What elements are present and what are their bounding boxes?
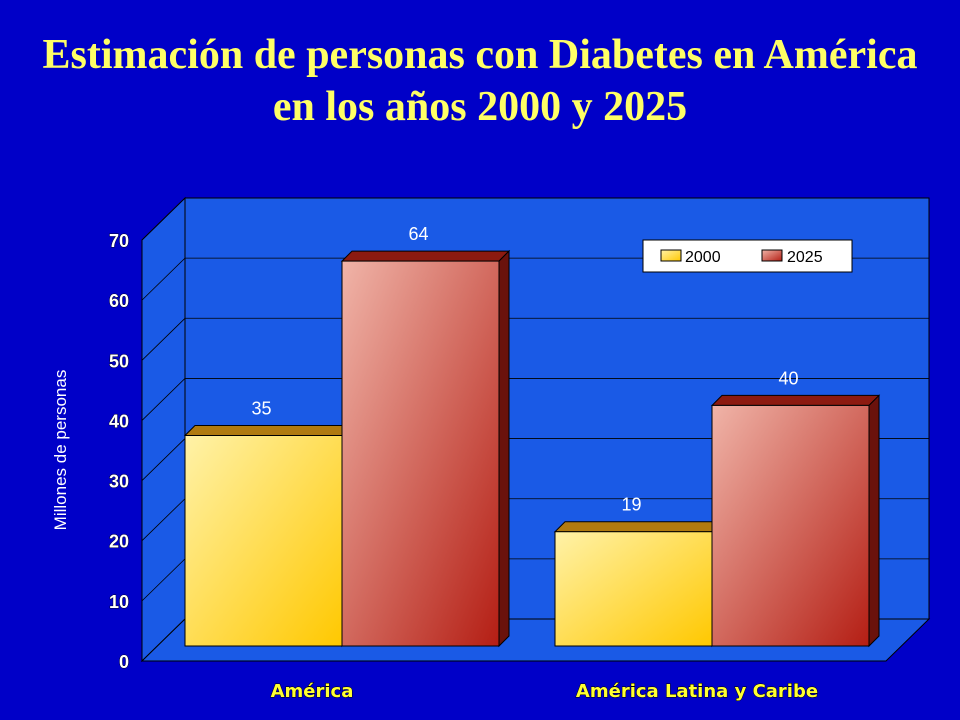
- legend-label-2025: 2025: [787, 249, 823, 266]
- bar-side-2025-1: [868, 394, 880, 648]
- bar-top-2000-0: [183, 425, 354, 436]
- data-label: 19: [621, 495, 641, 515]
- legend-swatch-2025: [761, 249, 783, 262]
- bar-2000-0: [184, 435, 343, 647]
- y-tick-label: 40: [109, 411, 129, 431]
- gridline: [141, 317, 929, 361]
- slide-subtitle: en los años 2000 y 2025: [272, 84, 688, 130]
- data-label: 40: [778, 368, 798, 388]
- slide-title: Estimación de personas con Diabetes en A…: [42, 32, 918, 78]
- legend: 2000 2025: [642, 239, 853, 273]
- data-label: 35: [251, 399, 271, 419]
- y-tick-label: 70: [109, 231, 129, 251]
- y-tick-label: 60: [109, 291, 129, 311]
- gridline: [141, 378, 929, 421]
- y-tick-label: 10: [109, 592, 129, 612]
- legend-swatch-2000: [660, 249, 682, 262]
- y-tick-label: 30: [109, 472, 129, 492]
- bar-top-2000-1: [553, 521, 724, 533]
- data-label: 64: [408, 224, 428, 244]
- bar-2025-0: [341, 260, 500, 647]
- labels: 0 10 20 30 40 50 60 70 35 64 América 19 40 América La…: [109, 224, 819, 702]
- y-tick-label: 20: [109, 532, 129, 552]
- x-category-label: América: [271, 681, 354, 702]
- bars: [183, 249, 881, 648]
- bar-2025-1: [711, 404, 870, 647]
- legend-label-2000: 2000: [685, 249, 721, 266]
- bar-top-2025-1: [710, 394, 881, 406]
- y-axis-label: Millones de personas: [51, 370, 70, 531]
- y-tick-label: 0: [119, 652, 129, 672]
- bar-2000-1: [554, 531, 713, 647]
- x-category-label: América Latina y Caribe: [576, 681, 818, 702]
- bar-top-2025-0: [340, 250, 511, 262]
- y-tick-label: 50: [109, 351, 129, 371]
- side-wall: [141, 196, 186, 663]
- gridline: [141, 197, 929, 241]
- bar-side-2025-0: [498, 249, 510, 648]
